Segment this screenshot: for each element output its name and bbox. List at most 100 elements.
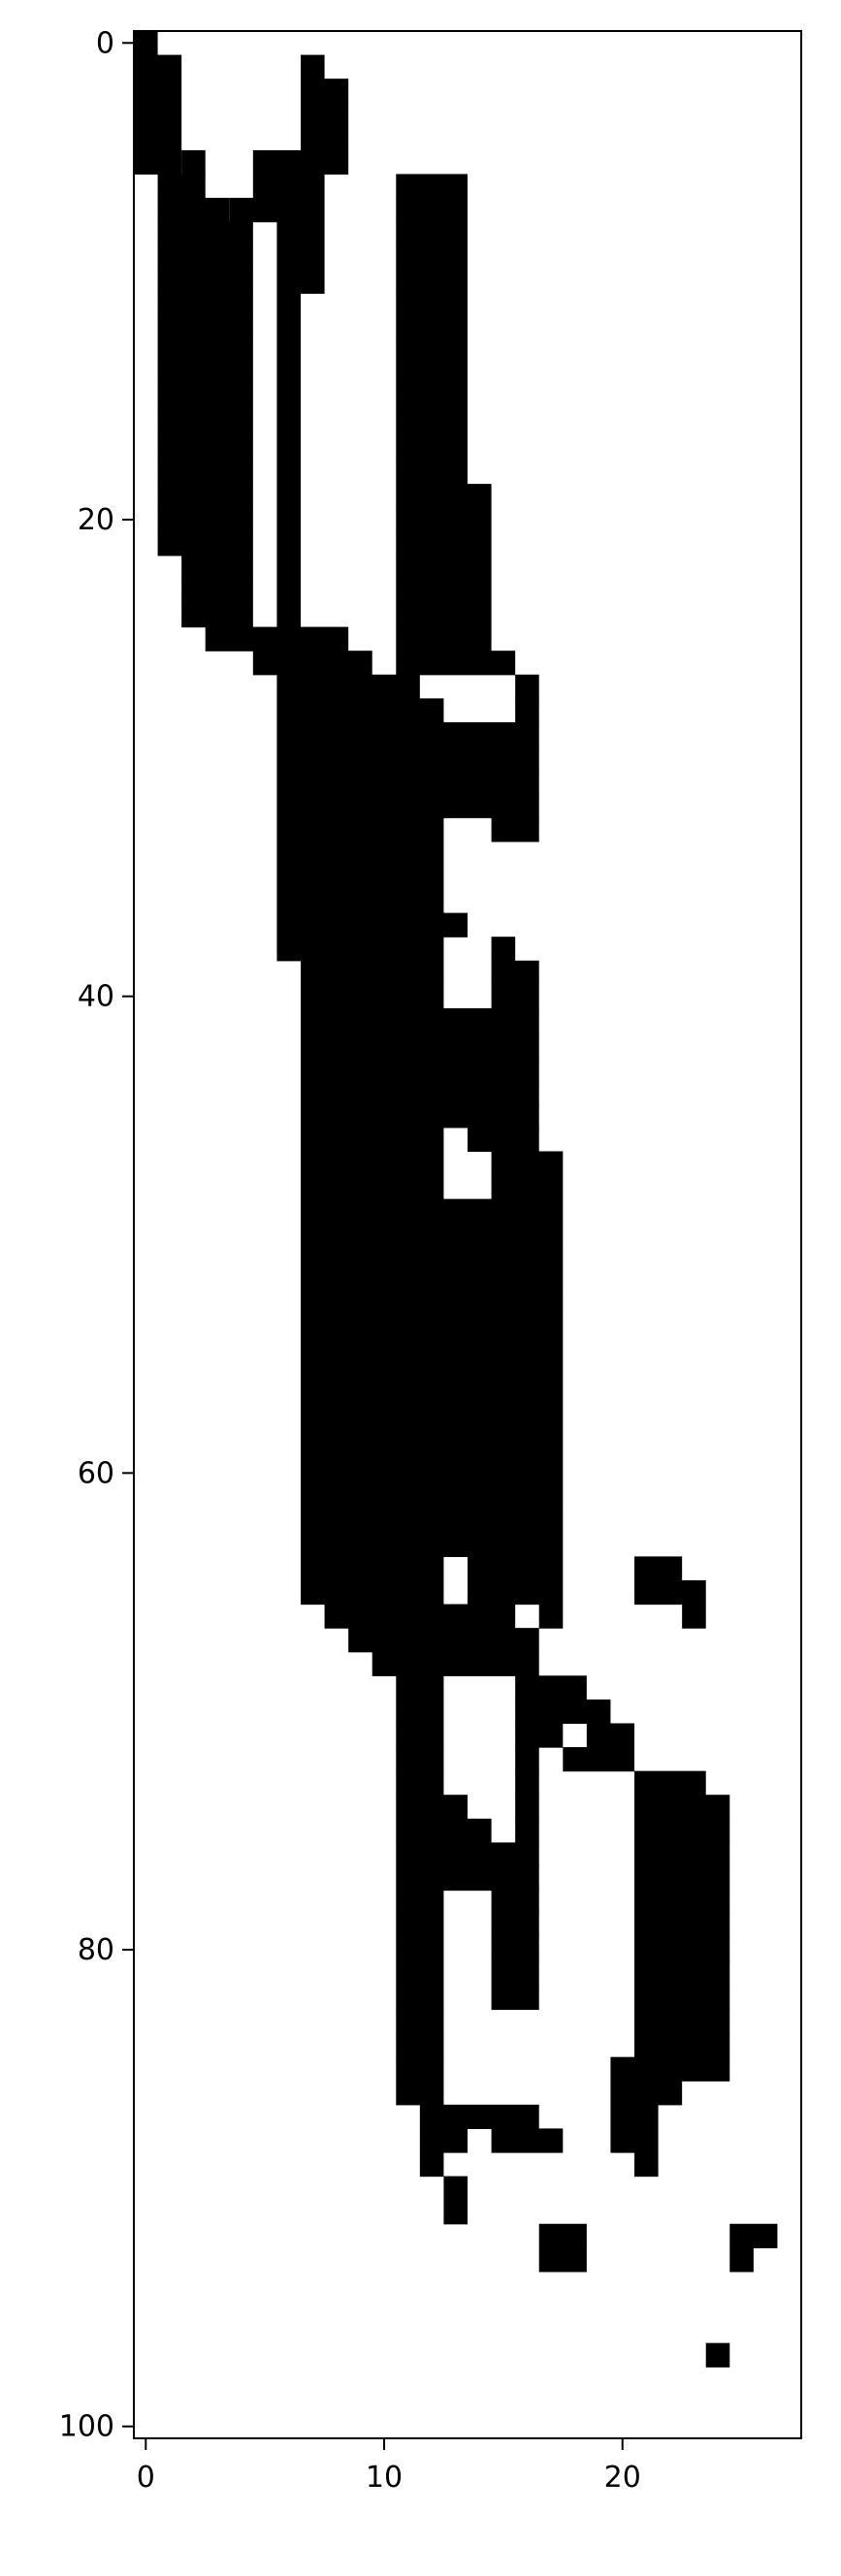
heatmap-cell-run: [396, 1747, 444, 1772]
heatmap-cell-run: [252, 174, 325, 199]
heatmap-cell-run: [396, 2033, 444, 2058]
heatmap-cell-run: [157, 507, 253, 532]
heatmap-cell-run: [396, 245, 468, 270]
heatmap-cell-run: [276, 674, 420, 699]
heatmap-cell-run: [729, 2247, 754, 2273]
heatmap-cell-run: [276, 460, 301, 485]
heatmap-cell-run: [301, 1175, 444, 1200]
heatmap-cell-run: [157, 365, 253, 390]
heatmap-cell-run: [276, 912, 468, 938]
heatmap-cell-run: [396, 1842, 539, 1867]
heatmap-cell-run: [301, 984, 444, 1009]
heatmap-cell-run: [515, 1699, 611, 1725]
heatmap-cell-run: [396, 435, 468, 461]
heatmap-cell-run: [729, 2223, 778, 2248]
heatmap-cell-run: [134, 31, 158, 56]
heatmap-cell-run: [301, 1079, 539, 1104]
heatmap-cell-run: [634, 1579, 706, 1606]
heatmap-cell-run: [515, 1818, 539, 1843]
heatmap-cell-run: [301, 1532, 564, 1557]
heatmap-cell-run: [515, 1675, 587, 1701]
heatmap-cell-run: [134, 102, 182, 127]
heatmap-cell-run: [301, 126, 349, 151]
heatmap-cell-run: [396, 626, 492, 652]
heatmap-cell-run: [634, 1770, 706, 1796]
heatmap-cell-run: [610, 2081, 683, 2106]
heatmap-cell-run: [634, 1842, 730, 1867]
heatmap-cell-run: [276, 841, 444, 867]
heatmap-cell-run: [301, 1461, 564, 1486]
heatmap-cell-run: [396, 1770, 444, 1796]
heatmap-cell-run: [276, 245, 325, 270]
heatmap-cell-run: [396, 317, 468, 342]
heatmap-cell-run: [276, 937, 444, 962]
heatmap-cell-run: [634, 2009, 730, 2034]
heatmap-cell-run: [301, 79, 349, 104]
heatmap-cell-run: [301, 1103, 539, 1129]
heatmap-cell-run: [396, 1937, 444, 1962]
heatmap-cell-run: [634, 1818, 730, 1843]
heatmap-cell-run: [396, 221, 468, 246]
heatmap-cell-run: [276, 746, 539, 771]
heatmap-cell-run: [396, 531, 492, 557]
heatmap-cell-run: [538, 2247, 587, 2273]
heatmap-cell-run: [491, 984, 539, 1009]
heatmap-cell-run: [276, 317, 301, 342]
heatmap-cell-run: [634, 1961, 730, 1987]
heatmap-cell-run: [276, 435, 301, 461]
heatmap-cell-run: [252, 651, 372, 676]
x-tick-label: 20: [604, 2461, 641, 2495]
heatmap-cell-run: [157, 460, 253, 485]
heatmap-cell-run: [468, 1579, 564, 1606]
heatmap-cell-run: [134, 79, 182, 104]
y-tick-label: 80: [78, 1933, 114, 1967]
heatmap-cell-run: [396, 1890, 444, 1915]
heatmap-cell-run: [301, 1318, 564, 1343]
heatmap-cell-run: [396, 1985, 444, 2011]
heatmap-cell-run: [134, 126, 182, 151]
heatmap-cell-run: [229, 198, 325, 223]
heatmap-cell-run: [276, 365, 301, 390]
heatmap-cell-run: [276, 293, 301, 318]
heatmap-cell-run: [491, 1937, 539, 1962]
heatmap-cell-run: [276, 721, 539, 747]
y-tick-label: 20: [78, 503, 114, 537]
heatmap-cell-run: [538, 2223, 587, 2248]
heatmap-cell-run: [491, 1151, 564, 1176]
heatmap-cell-run: [491, 2128, 564, 2153]
heatmap-cell-run: [157, 245, 253, 270]
heatmap-cell-run: [396, 579, 492, 604]
heatmap-cell-run: [491, 1961, 539, 1987]
heatmap-cell-run: [276, 507, 301, 532]
heatmap-cell-run: [396, 340, 468, 366]
heatmap-cell-run: [276, 340, 301, 366]
heatmap-cell-run: [157, 531, 253, 557]
heatmap-cell-run: [276, 269, 325, 295]
y-tick-label: 60: [78, 1456, 114, 1490]
heatmap-cell-run: [276, 579, 301, 604]
x-tick-label: 10: [366, 2461, 403, 2495]
heatmap-cell-run: [419, 2128, 468, 2153]
heatmap-cell-run: [276, 603, 301, 628]
heatmap-cell-run: [396, 651, 516, 676]
heatmap-cell-run: [372, 1651, 539, 1676]
heatmap-cell-run: [276, 889, 444, 914]
heatmap-cell-run: [515, 1747, 539, 1772]
heatmap-cell-run: [634, 1795, 730, 1820]
heatmap-cell-run: [157, 221, 253, 246]
heatmap-cell-run: [563, 1747, 634, 1772]
heatmap-cell-run: [301, 1151, 444, 1176]
heatmap-cell-run: [396, 198, 468, 223]
heatmap-cell-run: [157, 174, 206, 199]
heatmap-cell-run: [396, 460, 468, 485]
heatmap-cell-run: [396, 293, 468, 318]
heatmap-cell-run: [181, 603, 253, 628]
heatmap-cell-run: [348, 1628, 539, 1653]
heatmap-cell-run: [396, 269, 468, 295]
heatmap-cell-run: [181, 579, 253, 604]
heatmap-cell-run: [301, 1365, 564, 1390]
heatmap-cell-run: [396, 2081, 444, 2106]
heatmap-cell-run: [301, 1223, 564, 1248]
heatmap-cells: [134, 31, 778, 2368]
heatmap-cell-run: [157, 484, 253, 509]
